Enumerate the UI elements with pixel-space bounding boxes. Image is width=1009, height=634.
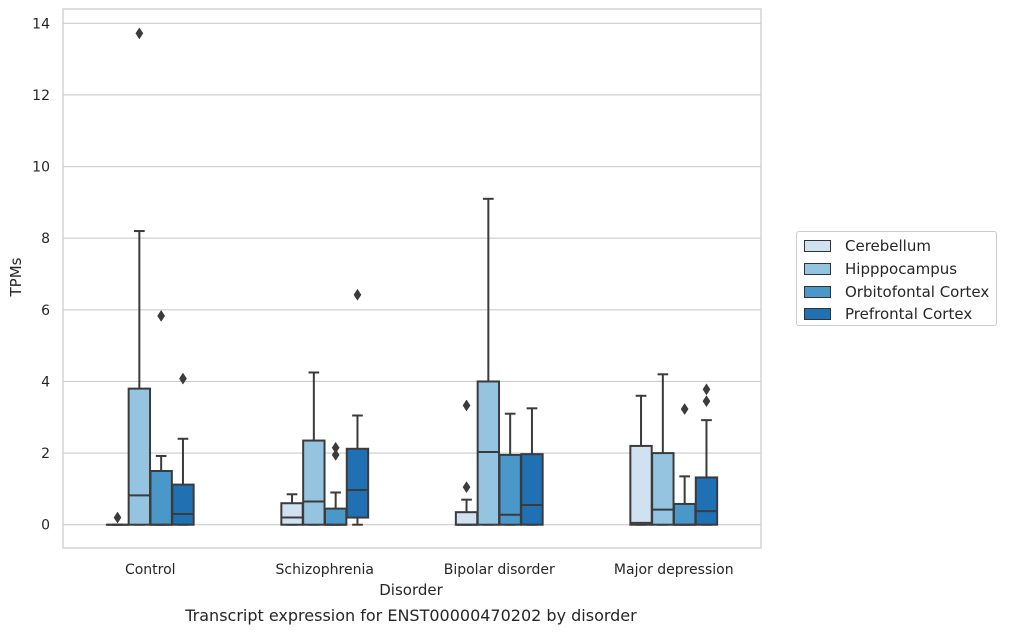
legend-item: Hipppocampus xyxy=(804,258,996,281)
legend-label: Hipppocampus xyxy=(845,260,958,279)
box-item xyxy=(476,197,501,526)
legend-swatch xyxy=(804,240,831,253)
legend-label: Prefrontal Cortex xyxy=(845,305,973,324)
series-group xyxy=(149,309,697,526)
box-iqr xyxy=(672,502,697,526)
outlier-point xyxy=(135,27,144,40)
y-axis-label: TPMs xyxy=(7,257,25,297)
x-tick-label: Major depression xyxy=(614,562,734,578)
x-tick-label: Control xyxy=(125,562,176,578)
series-group xyxy=(127,27,675,526)
box-item xyxy=(629,394,653,526)
box-iqr xyxy=(454,511,479,526)
outlier-point xyxy=(702,383,711,396)
legend-label: Cerebellum xyxy=(845,237,931,256)
x-axis-label: Disorder xyxy=(379,581,443,599)
box-iqr xyxy=(302,439,326,526)
y-tick-label: 0 xyxy=(41,518,50,534)
box-iqr xyxy=(651,452,675,526)
y-tick-label: 6 xyxy=(41,303,50,319)
box-item xyxy=(149,309,173,526)
box-iqr xyxy=(694,476,719,526)
box-iqr xyxy=(149,470,173,526)
x-tick-label: Bipolar disorder xyxy=(444,562,555,578)
box-item xyxy=(345,288,370,526)
legend: Cerebellum Hipppocampus Orbitofontal Corte… xyxy=(796,231,997,326)
box-item xyxy=(454,399,479,526)
legend-label: Orbitofontal Cortex xyxy=(845,282,990,301)
outlier-point xyxy=(331,441,340,454)
box-iqr xyxy=(476,380,501,526)
outlier-point xyxy=(462,481,471,494)
legend-item: Prefrontal Cortex xyxy=(804,303,996,326)
box-series xyxy=(105,27,719,526)
box-iqr xyxy=(280,502,304,526)
box-item xyxy=(672,403,697,526)
outlier-point xyxy=(179,372,187,385)
box-item xyxy=(127,27,152,526)
outlier-point xyxy=(331,448,340,461)
series-group xyxy=(171,288,719,526)
box-item xyxy=(171,372,195,526)
box-iqr xyxy=(629,444,653,526)
legend-swatch xyxy=(804,285,831,298)
y-tick-label: 2 xyxy=(41,446,50,462)
box-iqr xyxy=(323,507,348,526)
outlier-point xyxy=(462,399,471,412)
box-item xyxy=(694,383,719,526)
box-item xyxy=(302,371,326,526)
box-iqr xyxy=(345,447,370,519)
y-tick-label: 4 xyxy=(41,374,50,390)
legend-swatch xyxy=(804,308,831,321)
plot-frame xyxy=(62,8,762,549)
y-tick-label: 10 xyxy=(32,160,50,176)
box-item xyxy=(105,511,130,526)
box-item xyxy=(280,493,304,526)
box-item xyxy=(498,412,522,526)
box-item xyxy=(323,441,348,526)
y-tick-label: 14 xyxy=(32,16,50,32)
y-tick-labels: 0 2 4 6 8 10 12 14 xyxy=(32,16,50,533)
plot-border xyxy=(62,8,762,549)
chart-caption: Transcript expression for ENST0000047020… xyxy=(185,606,637,625)
y-tick-label: 12 xyxy=(32,88,50,104)
box-iqr xyxy=(127,387,152,526)
gridlines xyxy=(63,22,761,526)
y-tick-label: 8 xyxy=(41,231,50,247)
x-tick-label: Schizophrenia xyxy=(276,562,374,578)
x-tick-labels: Control Schizophrenia Bipolar disorder Majo… xyxy=(125,562,734,578)
series-group xyxy=(105,394,653,526)
legend-swatch xyxy=(804,263,831,276)
outlier-point xyxy=(113,511,122,524)
box-item xyxy=(651,373,675,526)
outlier-point xyxy=(353,288,362,301)
box-iqr xyxy=(520,453,544,526)
box-item xyxy=(520,407,544,526)
box-iqr xyxy=(171,483,195,526)
legend-item: Cerebellum xyxy=(804,235,996,258)
outlier-point xyxy=(680,403,689,415)
outlier-point xyxy=(157,309,166,322)
legend-item: Orbitofontal Cortex xyxy=(804,280,996,303)
outlier-point xyxy=(702,395,711,408)
